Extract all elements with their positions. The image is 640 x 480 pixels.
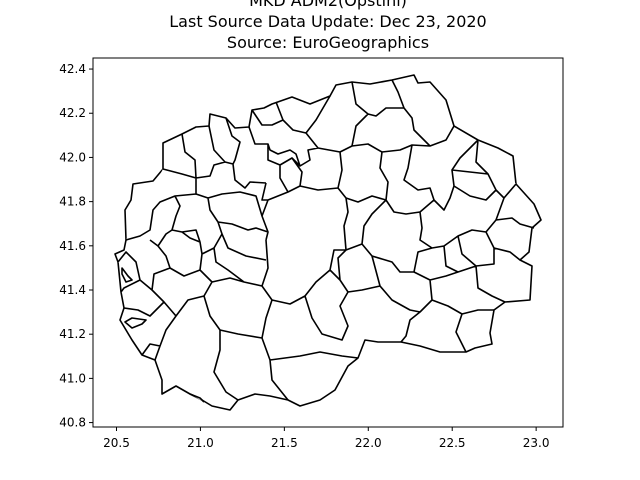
x-tick-label: 21.0 — [187, 436, 214, 450]
x-tick-label: 23.0 — [523, 436, 550, 450]
map-title-line-2: Last Source Data Update: Dec 23, 2020 — [169, 12, 486, 31]
y-tick-label: 41.6 — [59, 239, 86, 253]
municipality-boundaries — [114, 74, 542, 411]
axes-frame — [92, 57, 564, 428]
x-tick-label: 21.5 — [271, 436, 298, 450]
municipality-lines — [117, 79, 535, 403]
y-tick-label: 41.4 — [59, 283, 86, 297]
y-tick-label: 40.8 — [59, 416, 86, 430]
x-tick-label: 22.5 — [439, 436, 466, 450]
y-tick-label: 41.8 — [59, 195, 86, 209]
x-tick-label: 20.5 — [103, 436, 130, 450]
y-tick-label: 41.0 — [59, 371, 86, 385]
x-axis-ticks: 20.5 21.0 21.5 22.0 22.5 23.0 — [103, 427, 550, 450]
lake-outline-west — [121, 267, 133, 283]
y-tick-label: 41.2 — [59, 327, 86, 341]
y-tick-label: 42.2 — [59, 106, 86, 120]
y-axis-ticks: 40.8 41.0 41.2 41.4 41.6 41.8 42.0 42.2 42.4 — [59, 62, 93, 430]
map-title-line-3: Source: EuroGeographics — [227, 33, 429, 52]
y-tick-label: 42.0 — [59, 150, 86, 164]
map-title-line-1: MKD ADM2(Opstini) — [249, 0, 407, 10]
x-tick-label: 22.0 — [355, 436, 382, 450]
y-tick-label: 42.4 — [59, 62, 86, 76]
